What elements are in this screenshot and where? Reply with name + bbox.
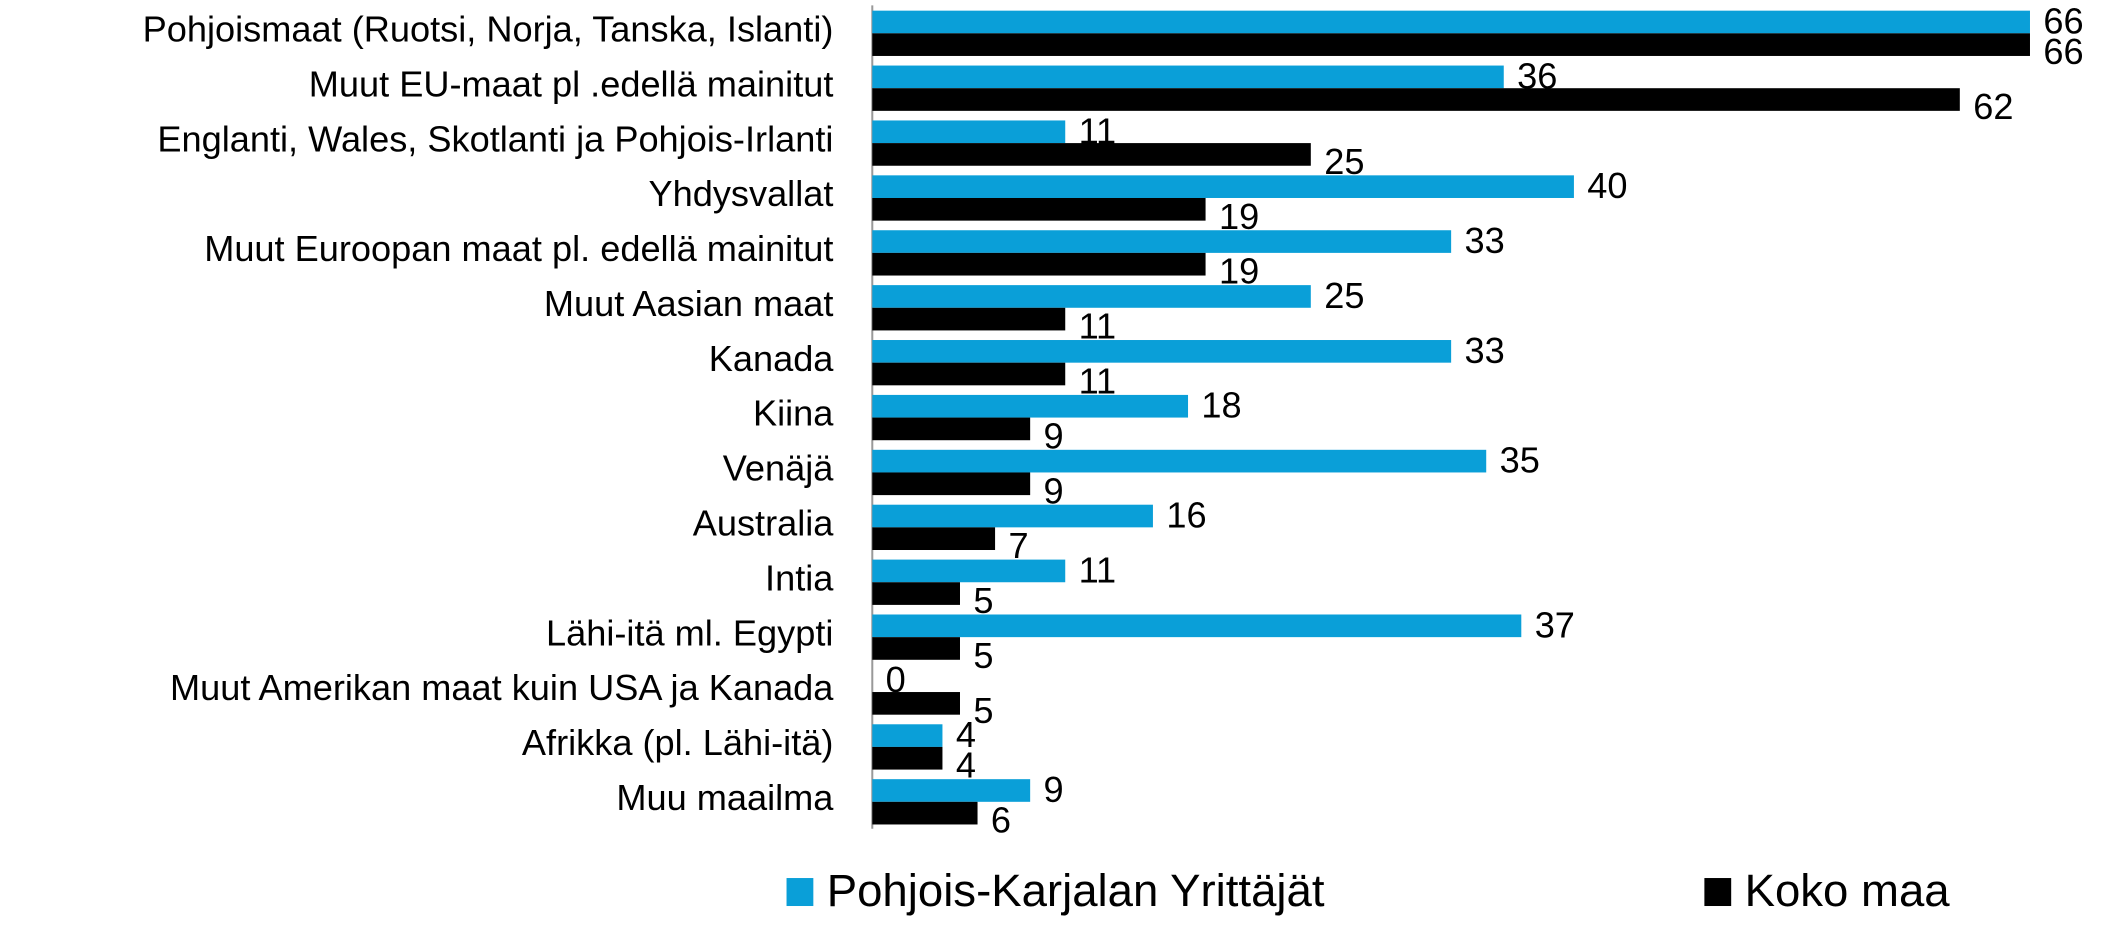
value-label: 4 xyxy=(956,745,976,786)
bar xyxy=(872,340,1452,363)
value-label: 11 xyxy=(1079,550,1117,591)
bar xyxy=(872,307,1066,331)
value-label: 18 xyxy=(1201,385,1241,426)
legend-swatch xyxy=(1704,878,1732,907)
value-label: 9 xyxy=(1044,769,1064,810)
bar xyxy=(872,779,1031,802)
bar xyxy=(872,472,1031,496)
value-label: 19 xyxy=(1219,251,1259,292)
category-label: Lähi-itä ml. Egypti xyxy=(546,612,833,653)
bar xyxy=(872,614,1522,638)
value-label: 37 xyxy=(1535,604,1575,645)
category-label: Kanada xyxy=(709,338,835,379)
category-label: Pohjoismaat (Ruotsi, Norja, Tanska, Isla… xyxy=(143,9,834,50)
value-label: 0 xyxy=(886,659,906,700)
value-label: 25 xyxy=(1324,275,1364,316)
bar xyxy=(872,10,2030,34)
value-label: 16 xyxy=(1166,495,1206,536)
bar xyxy=(872,692,960,715)
value-label: 19 xyxy=(1219,196,1259,237)
bar xyxy=(872,88,1960,111)
value-label: 6 xyxy=(991,800,1011,841)
bar xyxy=(872,504,1153,528)
value-label: 62 xyxy=(1973,86,2013,127)
legend-label: Koko maa xyxy=(1745,865,1951,916)
bar xyxy=(872,362,1066,386)
value-label: 5 xyxy=(973,580,993,621)
category-label: Intia xyxy=(765,558,834,599)
bar xyxy=(872,559,1066,583)
value-label: 11 xyxy=(1079,361,1117,402)
value-label: 33 xyxy=(1465,220,1505,261)
bar xyxy=(872,143,1311,166)
category-label: Muut Amerikan maat kuin USA ja Kanada xyxy=(170,667,834,708)
bar xyxy=(872,175,1574,198)
category-label: Yhdysvallat xyxy=(648,173,833,214)
category-label: Muut EU-maat pl .edellä mainitut xyxy=(309,63,834,104)
bar xyxy=(872,285,1311,308)
bar xyxy=(872,746,943,770)
bar xyxy=(872,801,978,825)
category-label: Australia xyxy=(693,503,835,544)
value-label: 33 xyxy=(1465,330,1505,371)
value-label: 9 xyxy=(1044,470,1064,511)
value-label: 40 xyxy=(1587,165,1627,206)
category-label: Muut Euroopan maat pl. edellä mainitut xyxy=(204,228,833,269)
bar xyxy=(872,394,1189,418)
bar xyxy=(872,637,960,660)
bar xyxy=(872,197,1206,221)
category-label: Afrikka (pl. Lähi-itä) xyxy=(522,722,834,763)
value-label: 7 xyxy=(1008,525,1028,566)
bar xyxy=(872,33,2030,56)
legend-label: Pohjois-Karjalan Yrittäjät xyxy=(827,865,1325,916)
bar xyxy=(872,417,1031,441)
category-label: Kiina xyxy=(753,393,834,434)
bar xyxy=(872,582,960,605)
bar xyxy=(872,449,1487,473)
legend-swatch xyxy=(786,878,814,907)
value-label: 66 xyxy=(2043,31,2083,72)
bar xyxy=(872,65,1504,89)
value-label: 5 xyxy=(973,690,993,731)
bar xyxy=(872,230,1452,253)
bar xyxy=(872,252,1206,276)
category-label: Englanti, Wales, Skotlanti ja Pohjois-Ir… xyxy=(157,118,833,159)
bar xyxy=(872,724,943,747)
bar xyxy=(872,527,996,551)
category-label: Muut Aasian maat xyxy=(544,283,833,324)
value-label: 4 xyxy=(956,714,976,755)
value-label: 11 xyxy=(1079,306,1117,347)
value-label: 25 xyxy=(1324,141,1364,182)
bar xyxy=(872,120,1066,144)
category-label: Muu maailma xyxy=(616,777,834,818)
value-label: 35 xyxy=(1500,440,1540,481)
category-label: Venäjä xyxy=(723,448,835,489)
value-label: 9 xyxy=(1044,415,1064,456)
value-label: 66 xyxy=(2043,1,2083,42)
value-label: 5 xyxy=(973,635,993,676)
